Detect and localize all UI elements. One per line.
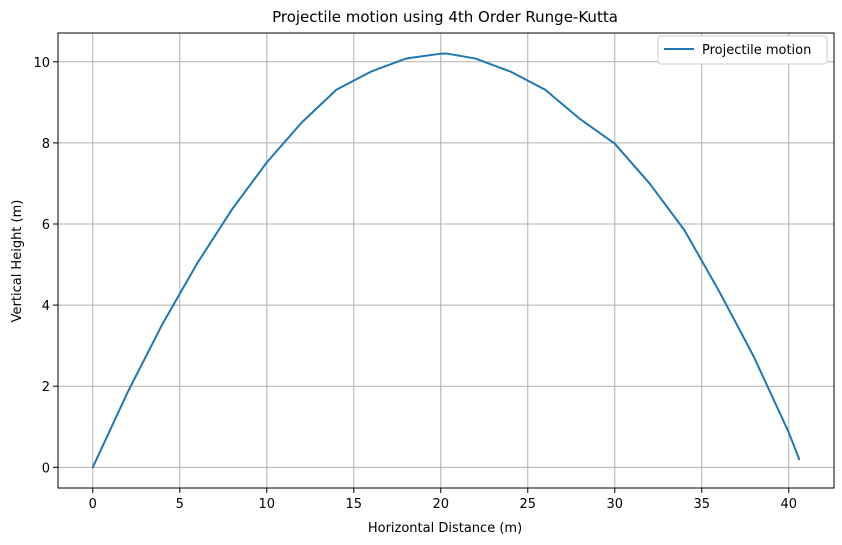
y-tick-label: 10 — [33, 56, 50, 71]
x-tick-label: 15 — [346, 497, 363, 512]
x-tick-label: 40 — [780, 497, 797, 512]
x-tick-label: 20 — [433, 497, 450, 512]
x-axis-label: Horizontal Distance (m) — [368, 521, 522, 536]
y-tick-label: 8 — [42, 137, 50, 152]
x-tick-label: 35 — [693, 497, 710, 512]
x-tick-label: 0 — [89, 497, 97, 512]
series-line-projectile-motion — [91, 52, 801, 469]
x-tick-label: 5 — [176, 497, 184, 512]
legend-label-projectile-motion: Projectile motion — [702, 43, 811, 58]
gridlines — [58, 33, 834, 488]
legend-box — [657, 35, 828, 65]
x-tick-label: 30 — [606, 497, 623, 512]
x-tick-label: 10 — [259, 497, 276, 512]
plot-frame — [57, 32, 835, 489]
legend: Projectile motion — [657, 35, 828, 65]
y-tick-label: 4 — [42, 299, 50, 314]
axis-ticks: 0 5 10 15 20 25 30 35 40 0 2 4 6 8 10 — [33, 56, 797, 512]
y-tick-label: 2 — [42, 380, 50, 395]
y-tick-label: 0 — [42, 461, 50, 476]
x-tick-label: 25 — [520, 497, 537, 512]
y-axis-label: Vertical Height (m) — [10, 200, 25, 323]
y-tick-label: 6 — [42, 218, 50, 233]
chart-title: Projectile motion using 4th Order Runge-… — [272, 8, 618, 26]
series-group — [91, 52, 801, 469]
